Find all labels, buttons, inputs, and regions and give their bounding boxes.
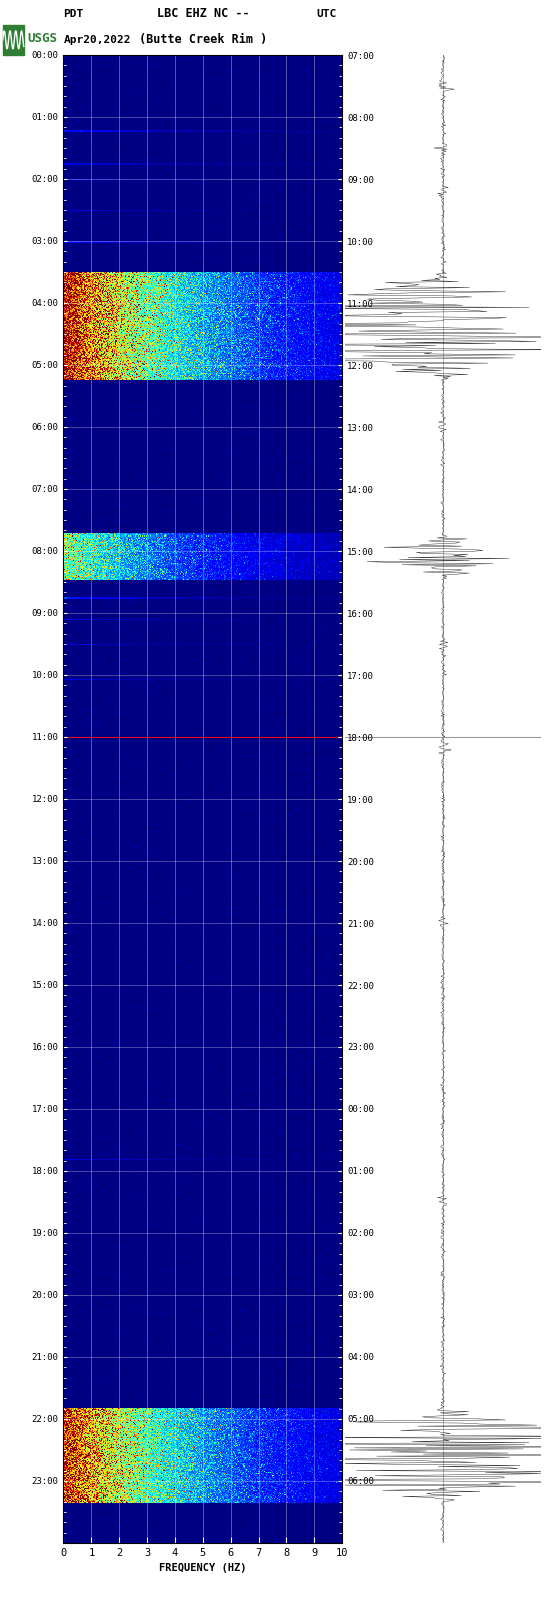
Text: LBC EHZ NC --: LBC EHZ NC -- [157,6,249,21]
Text: UTC: UTC [316,8,337,19]
Text: USGS: USGS [28,32,57,45]
Text: PDT: PDT [63,8,84,19]
Text: (Butte Creek Rim ): (Butte Creek Rim ) [139,34,267,47]
Text: Apr20,2022: Apr20,2022 [63,34,131,45]
X-axis label: FREQUENCY (HZ): FREQUENCY (HZ) [159,1563,247,1573]
